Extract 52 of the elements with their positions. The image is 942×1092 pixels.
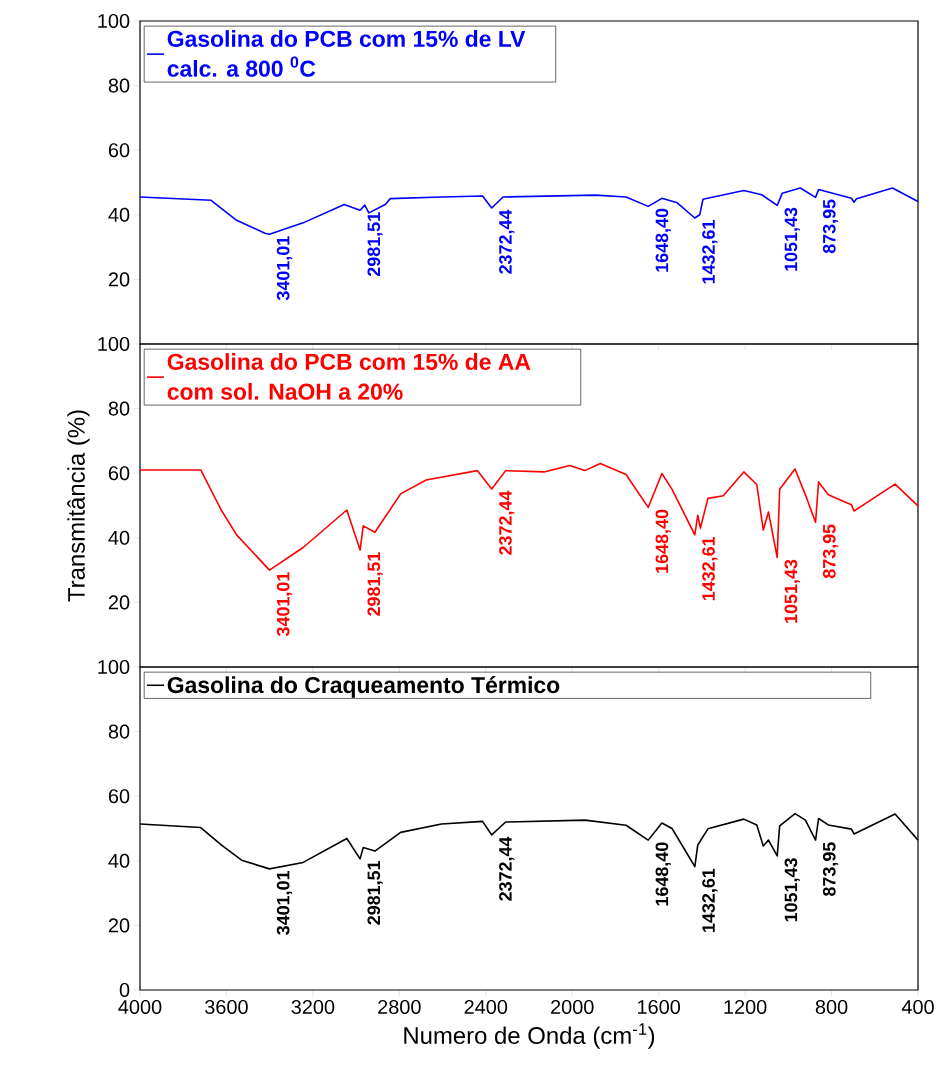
annotation: 2981,51: [367, 212, 383, 277]
y-tick-label: 80: [108, 78, 130, 93]
x-tick-label: 4000: [118, 999, 162, 1015]
annotation: 1051,43: [784, 858, 800, 922]
annotation: 1648,40: [655, 208, 671, 272]
annotation: 873,95: [822, 199, 839, 254]
x-tick-label: 800: [815, 999, 848, 1015]
annotation: 1432,61: [702, 536, 718, 601]
y-tick-label: 60: [108, 466, 130, 481]
legend-label: Gasolina do PCB com 15% de LV calc. a 800 $^{0}$C: [167, 30, 526, 77]
y-tick-label: 100: [98, 336, 130, 352]
annotation: 2372,44: [499, 836, 515, 901]
annotation: 2981,51: [367, 860, 383, 925]
y-tick-label: 100: [98, 13, 130, 29]
y-tick-label: 40: [108, 853, 130, 868]
annotation: 1432,61: [702, 868, 718, 932]
legend-label: Gasolina do Craqueamento Térmico: [167, 676, 560, 698]
annotation: 1432,61: [702, 220, 718, 284]
y-tick-label: 80: [108, 724, 130, 739]
y-axis-title: Transmitância (%): [67, 410, 90, 602]
x-tick-label: 1600: [638, 999, 681, 1015]
annotation: 3401,01: [276, 236, 293, 301]
y-tick-label: 80: [108, 401, 130, 416]
annotation: 1051,43: [784, 207, 800, 271]
annotation: 873,95: [822, 524, 839, 579]
annotation: 1648,40: [655, 842, 671, 906]
annotation: 3401,01: [276, 572, 293, 637]
annotation: 1051,43: [784, 559, 800, 623]
x-tick-label: 1200: [724, 999, 767, 1015]
y-tick-label: 20: [108, 272, 130, 287]
y-tick-label: 0: [119, 982, 130, 998]
annotation: 3401,01: [276, 870, 293, 935]
y-tick-label: 60: [108, 143, 130, 158]
x-tick-label: 2400: [464, 999, 508, 1015]
y-tick-label: 20: [108, 918, 130, 933]
x-tick-label: 2000: [551, 999, 594, 1015]
y-tick-label: 40: [108, 530, 130, 545]
y-tick-label: 100: [98, 659, 130, 675]
annotation: 2372,44: [499, 490, 515, 555]
annotation: 873,95: [822, 842, 839, 897]
y-tick-label: 60: [108, 789, 130, 804]
legend-label: Gasolina do PCB com 15% de AA com sol. NaOH a 20%: [167, 353, 531, 400]
y-tick-label: 20: [108, 595, 130, 610]
x-tick-label: 3600: [205, 999, 248, 1015]
x-axis-title: Numero de Onda (cm$^{-1}$): [404, 1023, 655, 1049]
annotation: 1648,40: [655, 509, 671, 573]
annotation: 2981,51: [367, 552, 383, 616]
annotation: 2372,44: [499, 209, 515, 274]
x-tick-label: 2800: [378, 999, 421, 1015]
x-tick-label: 3200: [291, 999, 335, 1015]
x-tick-label: 400: [901, 999, 934, 1015]
y-tick-label: 40: [108, 207, 130, 222]
